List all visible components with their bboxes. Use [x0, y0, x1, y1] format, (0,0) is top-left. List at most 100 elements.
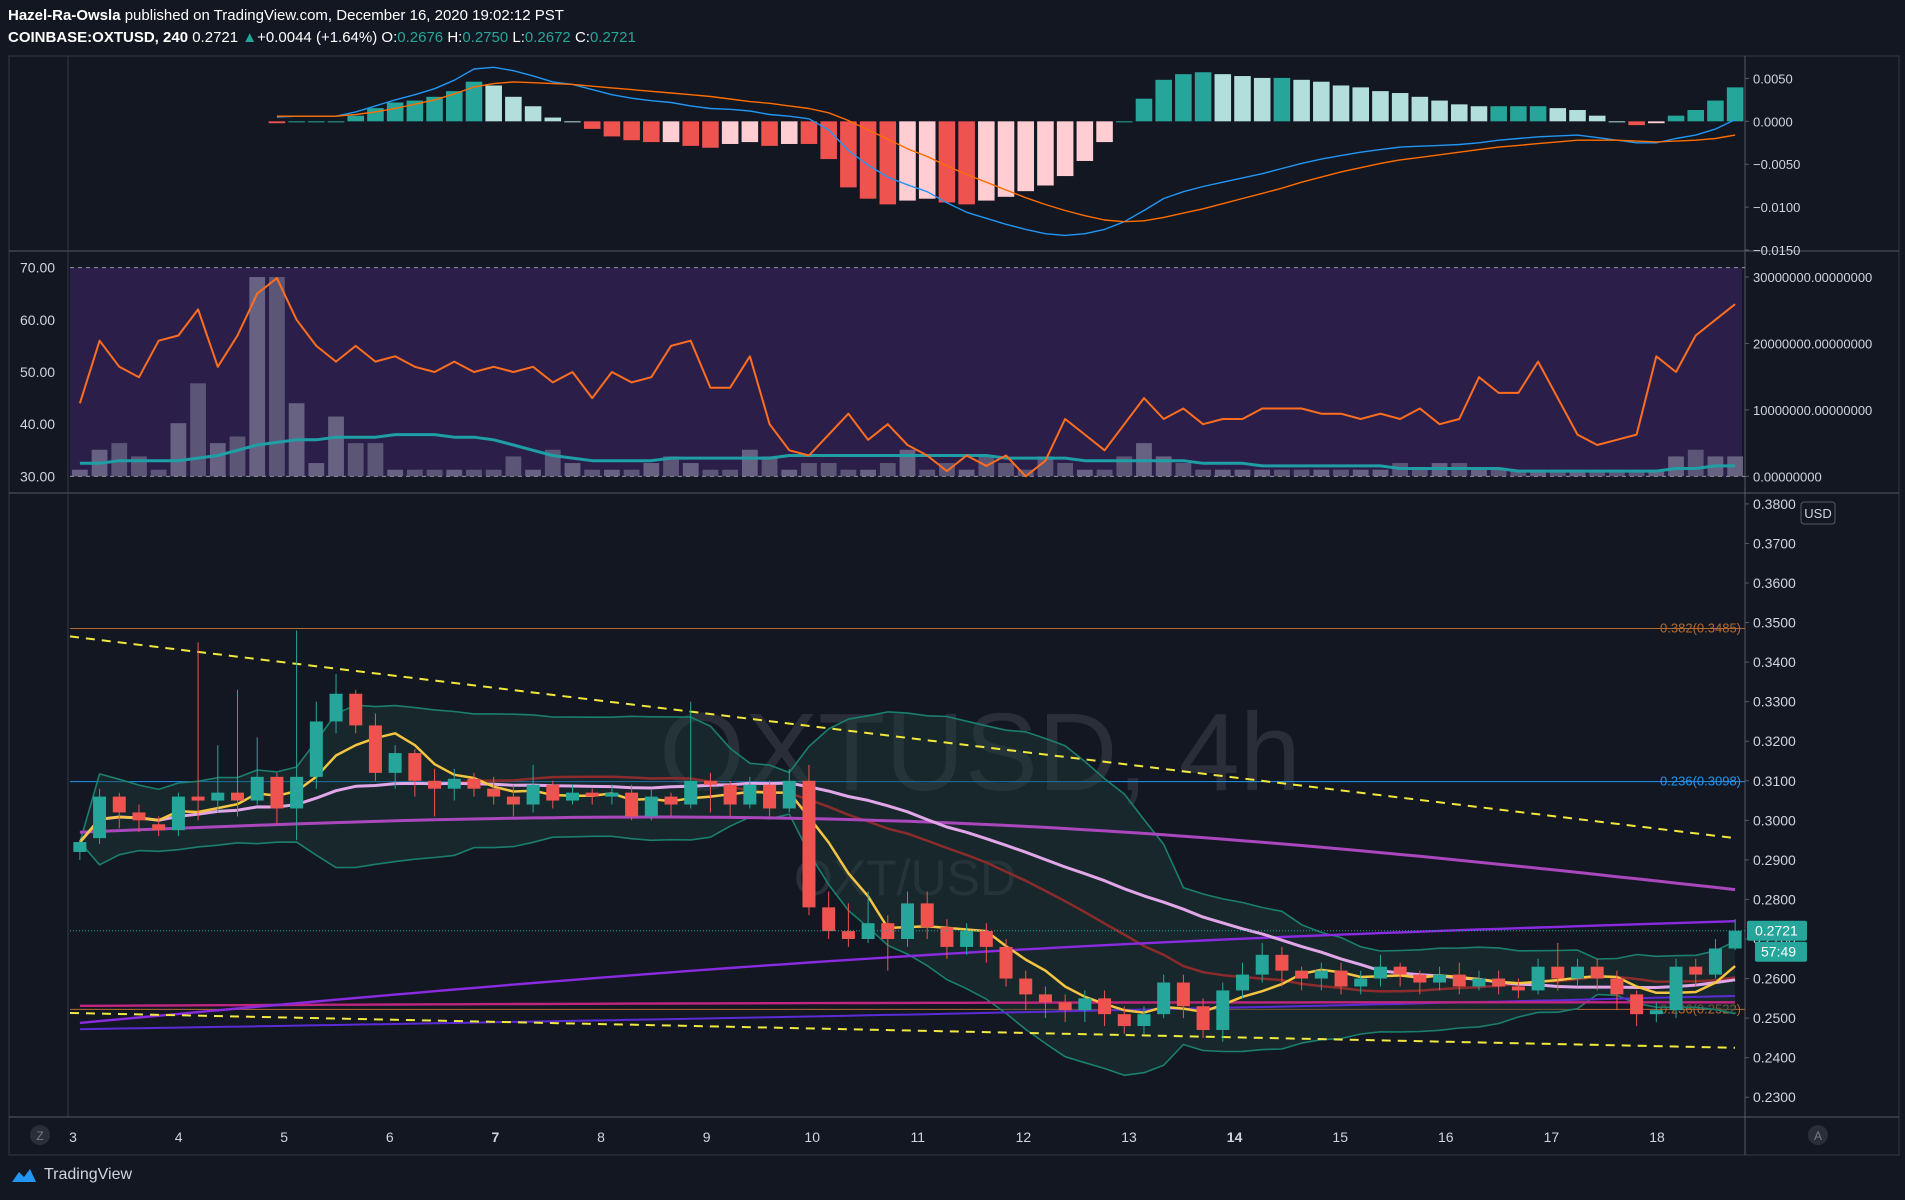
- candle-body: [171, 796, 185, 831]
- macd-histogram-bar: [1431, 100, 1448, 122]
- candle-body: [881, 923, 895, 939]
- volume-bar: [387, 469, 404, 477]
- macd-histogram-bar: [1648, 121, 1665, 124]
- volume-bar: [229, 436, 246, 477]
- candle-body: [822, 907, 836, 932]
- trendline: [69, 1011, 1736, 1049]
- macd-histogram-bar: [564, 121, 581, 123]
- volume-bar: [1254, 469, 1271, 477]
- trendline: [69, 635, 1736, 840]
- author-name[interactable]: Hazel-Ra-Owsla: [8, 7, 121, 24]
- macd-histogram-bar: [1135, 98, 1153, 122]
- brand-label: TradingView: [44, 1166, 133, 1183]
- time-tick-label: 9: [703, 1129, 711, 1145]
- volume-bar: [406, 469, 423, 477]
- macd-histogram-bar: [1115, 121, 1133, 123]
- candle-body: [920, 903, 934, 928]
- macd-histogram-bar: [958, 121, 975, 205]
- volume-bar: [741, 449, 758, 477]
- candle-body: [1393, 966, 1407, 975]
- last-price-tag: [1747, 920, 1807, 941]
- candle-body: [605, 792, 619, 797]
- volume-bar: [682, 463, 699, 477]
- candle-body: [132, 812, 146, 821]
- macd-histogram-bar: [1510, 106, 1527, 122]
- price-tick-label: 0.3500: [1753, 615, 1796, 631]
- macd-histogram-bar: [1037, 121, 1054, 186]
- volume-bar: [1333, 469, 1349, 477]
- candle-body: [1098, 998, 1112, 1015]
- candle-body: [1117, 1014, 1131, 1027]
- candle-body: [782, 780, 796, 809]
- currency-badge: [1800, 501, 1836, 525]
- volume-bar: [1411, 469, 1428, 477]
- macd-histogram-bar: [524, 106, 542, 122]
- price-tick-label: 0.3000: [1753, 812, 1796, 828]
- macd-histogram-bar: [800, 121, 818, 144]
- high-label: H:: [447, 29, 463, 46]
- macd-histogram-bar: [1687, 110, 1705, 122]
- candle-body: [565, 792, 580, 801]
- macd-histogram-bar: [1628, 121, 1645, 126]
- candle-body: [1413, 974, 1427, 983]
- time-tick-label: 6: [386, 1129, 394, 1145]
- tradingview-footer[interactable]: TradingView: [10, 1166, 132, 1184]
- macd-histogram-bar: [544, 117, 562, 122]
- volume-bar: [328, 416, 344, 477]
- low-value: 0.2672: [524, 29, 571, 46]
- volume-bar: [860, 469, 876, 477]
- low-label: L:: [512, 29, 525, 46]
- macd-histogram-bar: [1214, 74, 1232, 122]
- price-tick-label: 0.2800: [1753, 891, 1796, 907]
- macd-histogram-bar: [721, 121, 739, 144]
- candle-body: [1649, 1010, 1663, 1015]
- candle-body: [1295, 970, 1309, 979]
- volume-bar: [1471, 469, 1487, 477]
- candle-body: [506, 796, 520, 805]
- candle-body: [1610, 978, 1624, 995]
- macd-histogram-bar: [1588, 115, 1606, 122]
- macd-histogram-bar: [603, 121, 621, 137]
- candle-body: [1196, 1006, 1210, 1030]
- volume-bar: [170, 423, 187, 477]
- candle-body: [1669, 966, 1683, 1011]
- open-label: O:: [381, 29, 398, 46]
- macd-histogram-bar: [1096, 121, 1113, 143]
- price-tick-label: 0.2900: [1753, 852, 1796, 868]
- macd-histogram-bar: [386, 102, 404, 122]
- candle-body: [703, 780, 717, 785]
- volume-bar: [150, 469, 167, 477]
- volume-bar: [919, 469, 936, 477]
- macd-histogram-bar: [1450, 104, 1468, 122]
- auto-scale-button[interactable]: [1808, 1125, 1828, 1145]
- time-tick-label: 7: [492, 1129, 500, 1145]
- candle-body: [1452, 974, 1466, 987]
- symbol-legend: COINBASE:OXTUSD, 240 0.2721 ▲+0.0044 (+1…: [8, 29, 636, 46]
- macd-histogram-bar: [643, 121, 660, 143]
- macd-histogram-bar: [1293, 79, 1310, 122]
- candle-body: [526, 784, 540, 805]
- price-change: +0.0044 (+1.64%): [257, 29, 378, 46]
- time-tick-label: 4: [175, 1129, 183, 1145]
- time-tick-label: 11: [911, 1129, 926, 1145]
- macd-histogram-bar: [1175, 74, 1192, 122]
- macd-histogram-bar: [840, 121, 857, 188]
- volume-bar: [1589, 469, 1606, 477]
- symbol-name[interactable]: COINBASE:OXTUSD, 240: [8, 29, 189, 46]
- rsi-tick-label: 60.00: [20, 312, 55, 328]
- candle-body: [1275, 954, 1289, 971]
- volume-bar: [663, 456, 679, 477]
- candle-body: [625, 792, 639, 817]
- macd-tick-label: −0.0150: [1753, 243, 1800, 258]
- macd-histogram-bar: [1569, 110, 1586, 122]
- macd-histogram-bar: [899, 121, 916, 201]
- macd-histogram-bar: [1313, 81, 1330, 122]
- zoom-button[interactable]: [30, 1125, 50, 1145]
- volume-bar: [1096, 469, 1113, 477]
- volume-bar: [466, 469, 482, 477]
- candle-body: [250, 776, 264, 801]
- candle-body: [585, 792, 599, 797]
- volume-bar: [761, 456, 778, 477]
- volume-bar: [426, 469, 443, 477]
